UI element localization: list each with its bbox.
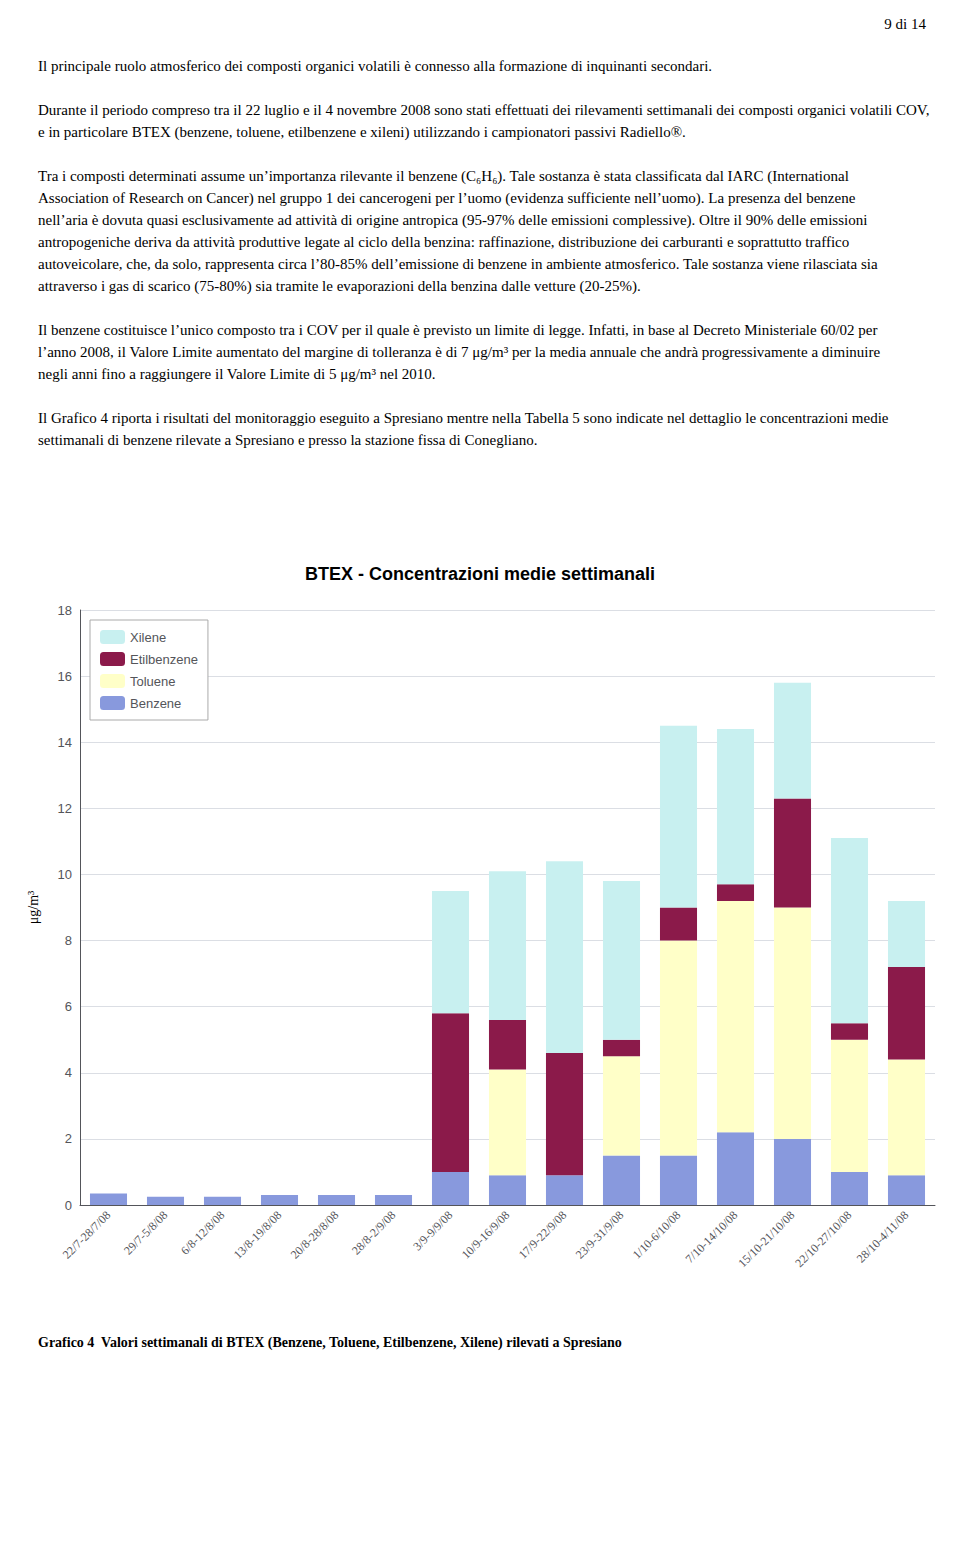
svg-text:Il principale ruolo atmosferic: Il principale ruolo atmosferico dei comp…	[38, 58, 712, 74]
svg-text:17/9-22/9/08: 17/9-22/9/08	[516, 1208, 570, 1262]
svg-text:23/9-31/9/08: 23/9-31/9/08	[573, 1208, 627, 1262]
svg-text:l’anno 2008, il Valore Limite: l’anno 2008, il Valore Limite aumentato …	[38, 344, 884, 360]
svg-text:29/7-5/8/08: 29/7-5/8/08	[121, 1208, 170, 1257]
svg-text:14: 14	[58, 735, 72, 750]
svg-text:9 di 14: 9 di 14	[884, 16, 926, 32]
svg-text:2: 2	[65, 1131, 72, 1146]
svg-text:8: 8	[65, 933, 72, 948]
svg-text:7/10-14/10/08: 7/10-14/10/08	[683, 1208, 741, 1266]
svg-text:28/8-2/9/08: 28/8-2/9/08	[349, 1208, 398, 1257]
svg-text:Etilbenzene: Etilbenzene	[130, 652, 198, 667]
svg-text:antropogeniche deriva da attiv: antropogeniche deriva da attività produt…	[38, 234, 853, 250]
svg-text:e in particolare BTEX (benzene: e in particolare BTEX (benzene, toluene,…	[38, 124, 686, 141]
svg-text:20/8-28/8/08: 20/8-28/8/08	[288, 1208, 342, 1262]
svg-text:Grafico 4 Valori settimanali: Grafico 4 Valori settimanali di BTEX (Be…	[38, 1335, 622, 1351]
svg-text:settimanali di benzene rilevat: settimanali di benzene rilevate a Spresi…	[38, 432, 537, 448]
svg-text:1/10-6/10/08: 1/10-6/10/08	[630, 1208, 684, 1262]
svg-text:Durante il periodo compreso tr: Durante il periodo compreso tra il 22 lu…	[38, 102, 933, 118]
svg-text:15/10-21/10/08: 15/10-21/10/08	[735, 1208, 797, 1270]
svg-text:10/9-16/9/08: 10/9-16/9/08	[459, 1208, 513, 1262]
svg-text:Toluene: Toluene	[130, 674, 176, 689]
svg-text:12: 12	[58, 801, 72, 816]
svg-text:Tra i composti determinati ass: Tra i composti determinati assume un’imp…	[38, 168, 853, 185]
svg-text:μg/m³: μg/m³	[26, 891, 41, 924]
svg-text:Il benzene costituisce l’unico: Il benzene costituisce l’unico composto …	[38, 322, 881, 338]
svg-text:BTEX - Concentrazioni medie se: BTEX - Concentrazioni medie settimanali	[305, 564, 655, 584]
svg-text:Association of Research on Can: Association of Research on Cancer) nel g…	[38, 190, 859, 207]
svg-text:10: 10	[58, 867, 72, 882]
svg-text:22/7-28/7/08: 22/7-28/7/08	[60, 1208, 114, 1262]
svg-text:attraverso i gas di scarico (7: attraverso i gas di scarico (75-80%) sia…	[38, 278, 641, 295]
svg-text:0: 0	[65, 1198, 72, 1213]
svg-text:negli anni fino a raggiungere: negli anni fino a raggiungere il Valore …	[38, 366, 436, 382]
svg-text:22/10-27/10/08: 22/10-27/10/08	[792, 1208, 854, 1270]
svg-text:28/10-4/11/08: 28/10-4/11/08	[854, 1208, 912, 1266]
svg-text:nell’aria è dovuta quasi esclu: nell’aria è dovuta quasi esclusivamente …	[38, 212, 871, 229]
svg-text:6/8-12/8/08: 6/8-12/8/08	[178, 1208, 227, 1257]
svg-text:Benzene: Benzene	[130, 696, 181, 711]
svg-text:16: 16	[58, 669, 72, 684]
svg-text:autoveicolare, che, da solo, r: autoveicolare, che, da solo, rappresenta…	[38, 256, 881, 272]
svg-text:3/9-9/9/08: 3/9-9/9/08	[410, 1208, 455, 1253]
svg-text:Il Grafico 4 riporta i risulta: Il Grafico 4 riporta i risultati del mon…	[38, 410, 892, 426]
svg-text:4: 4	[65, 1065, 72, 1080]
svg-text:13/8-19/8/08: 13/8-19/8/08	[231, 1208, 285, 1262]
svg-text:Xilene: Xilene	[130, 630, 166, 645]
svg-text:18: 18	[58, 603, 72, 618]
svg-text:6: 6	[65, 999, 72, 1014]
